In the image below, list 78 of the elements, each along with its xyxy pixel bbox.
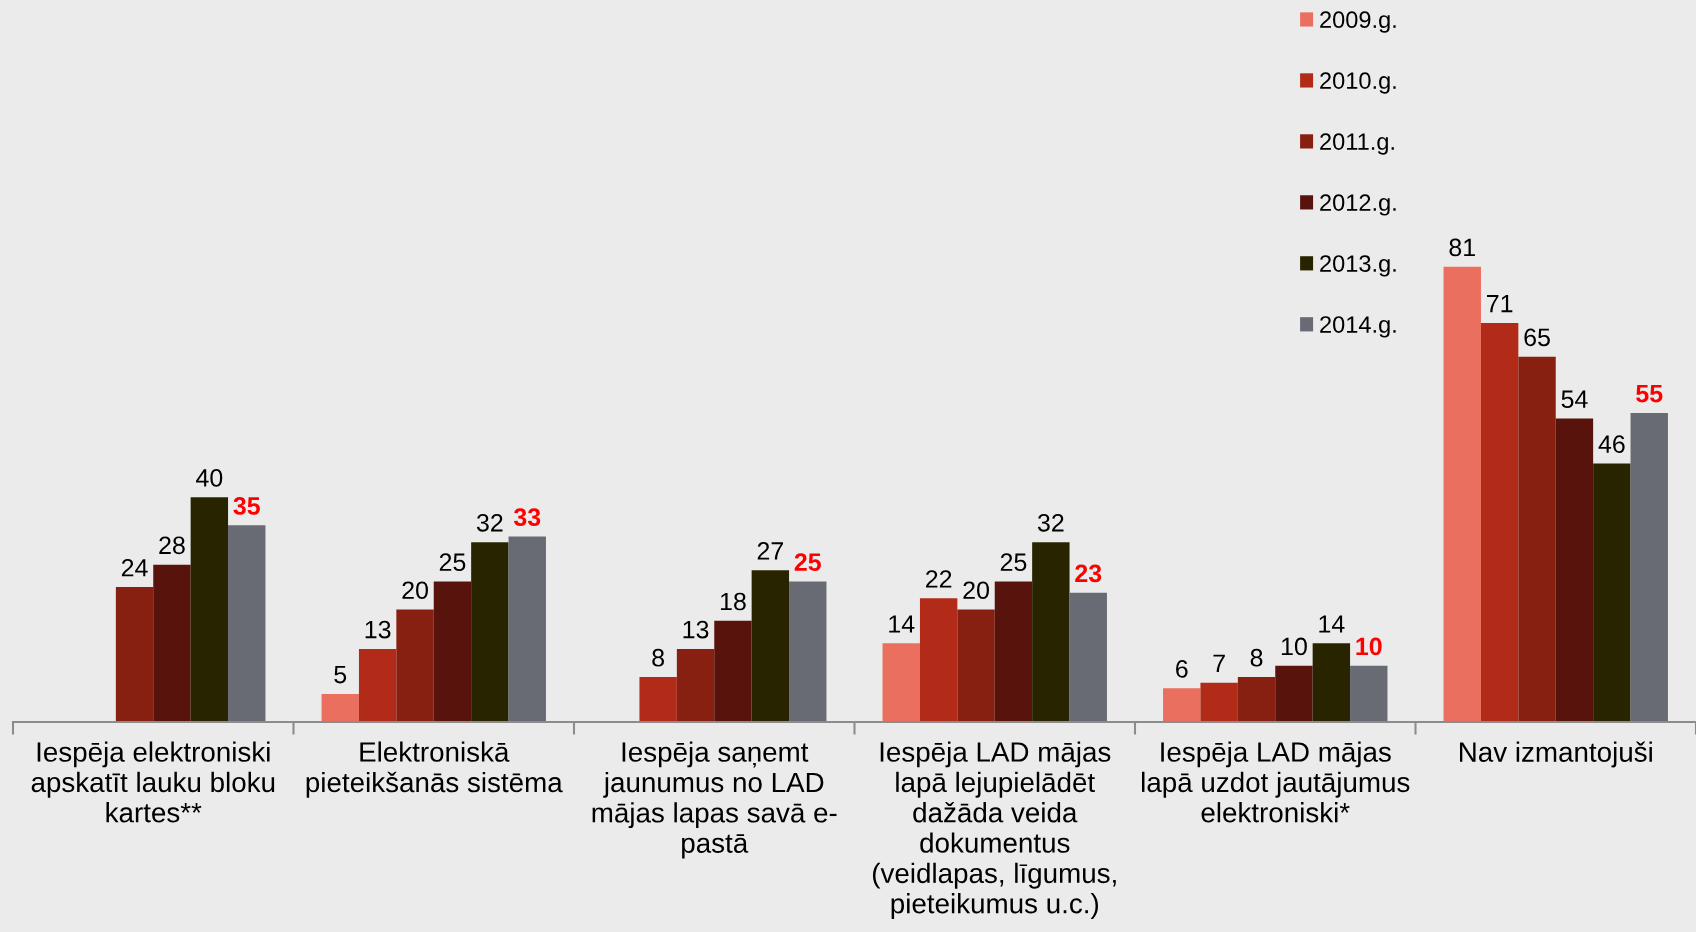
legend-label: 2013.g. xyxy=(1320,255,1396,277)
data-label: 71 xyxy=(1487,295,1513,313)
bar xyxy=(433,581,472,722)
bar xyxy=(994,581,1033,722)
bar xyxy=(1480,322,1519,722)
legend-label: 2011.g. xyxy=(1320,133,1394,155)
data-label: 40 xyxy=(196,468,223,487)
bar xyxy=(882,643,920,722)
bar xyxy=(471,542,509,722)
bar xyxy=(676,648,715,722)
data-label: 25 xyxy=(439,553,466,571)
bar xyxy=(639,677,677,722)
data-label: 8 xyxy=(652,648,665,667)
data-label: 22 xyxy=(926,570,952,588)
data-label: 33 xyxy=(513,508,541,527)
bar xyxy=(1555,418,1594,722)
data-label: 55 xyxy=(1636,384,1663,403)
data-label: 10 xyxy=(1281,637,1307,656)
data-label: 35 xyxy=(233,497,260,515)
data-label: 8 xyxy=(1250,648,1263,667)
bar xyxy=(957,609,995,722)
data-label: 65 xyxy=(1524,328,1550,347)
legend-label: 2014.g. xyxy=(1320,316,1396,338)
data-label: 25 xyxy=(794,553,821,571)
data-label: 27 xyxy=(757,542,783,560)
x-tick-label: Iespēja LAD mājas lapā uzdot jautājumus elektroniski* xyxy=(1142,741,1410,823)
data-label: 20 xyxy=(402,581,428,600)
bar xyxy=(1032,542,1070,722)
bar xyxy=(1593,463,1631,722)
bar xyxy=(919,598,958,722)
x-tick-label: Iespēja elektroniski apskatīt lauku bloku kartes** xyxy=(31,741,275,823)
bar xyxy=(1163,688,1201,722)
bar xyxy=(396,609,434,722)
data-label: 5 xyxy=(334,665,347,684)
data-label: 32 xyxy=(476,513,503,532)
x-tick-label: Iespēja LAD mājas lapā lejupielādēt dažāda veida dokumentus (veidlapas, līgumus, pieteikumus u.c.) xyxy=(872,741,1116,919)
bar xyxy=(1069,592,1107,722)
legend-label: 2009.g. xyxy=(1320,11,1396,33)
data-label: 18 xyxy=(720,592,746,611)
data-label: 46 xyxy=(1598,435,1625,453)
bar xyxy=(358,648,397,722)
data-label: 13 xyxy=(683,620,709,639)
data-label: 14 xyxy=(889,615,915,633)
data-label: 81 xyxy=(1449,238,1475,257)
bar xyxy=(1350,665,1388,722)
bar xyxy=(1518,356,1556,722)
data-label: 14 xyxy=(1319,615,1345,633)
bar xyxy=(1237,677,1276,722)
x-tick-label: Elektroniskā pieteikšanās sistēma xyxy=(306,741,563,798)
bar xyxy=(508,536,546,722)
bar xyxy=(190,497,229,722)
data-label: 10 xyxy=(1356,637,1382,656)
bar xyxy=(228,525,266,722)
bar xyxy=(1443,266,1481,722)
legend-label: 2012.g. xyxy=(1320,194,1396,216)
bar xyxy=(714,620,752,722)
bar xyxy=(1630,412,1668,722)
data-label: 6 xyxy=(1176,660,1188,678)
data-label: 28 xyxy=(159,536,185,555)
bar xyxy=(789,581,827,722)
data-label: 32 xyxy=(1037,513,1064,532)
data-label: 23 xyxy=(1075,564,1102,583)
data-label: 25 xyxy=(1000,553,1027,571)
data-label: 24 xyxy=(121,558,148,577)
legend-label: 2010.g. xyxy=(1320,72,1396,94)
bar xyxy=(321,693,359,722)
data-label: 54 xyxy=(1561,390,1588,409)
bar xyxy=(751,570,790,722)
x-tick-label: Nav izmantojuši xyxy=(1460,741,1652,768)
data-label: 20 xyxy=(963,581,989,600)
bar xyxy=(1312,643,1351,722)
x-tick-label: Iespēja saņemt jaunumus no LAD mājas lapas savā e-pastā xyxy=(592,741,837,859)
bar xyxy=(115,587,154,722)
data-label: 13 xyxy=(365,620,391,639)
bar xyxy=(153,564,191,722)
bar xyxy=(1200,682,1238,722)
bar xyxy=(1275,665,1313,722)
data-label: 7 xyxy=(1213,654,1225,672)
